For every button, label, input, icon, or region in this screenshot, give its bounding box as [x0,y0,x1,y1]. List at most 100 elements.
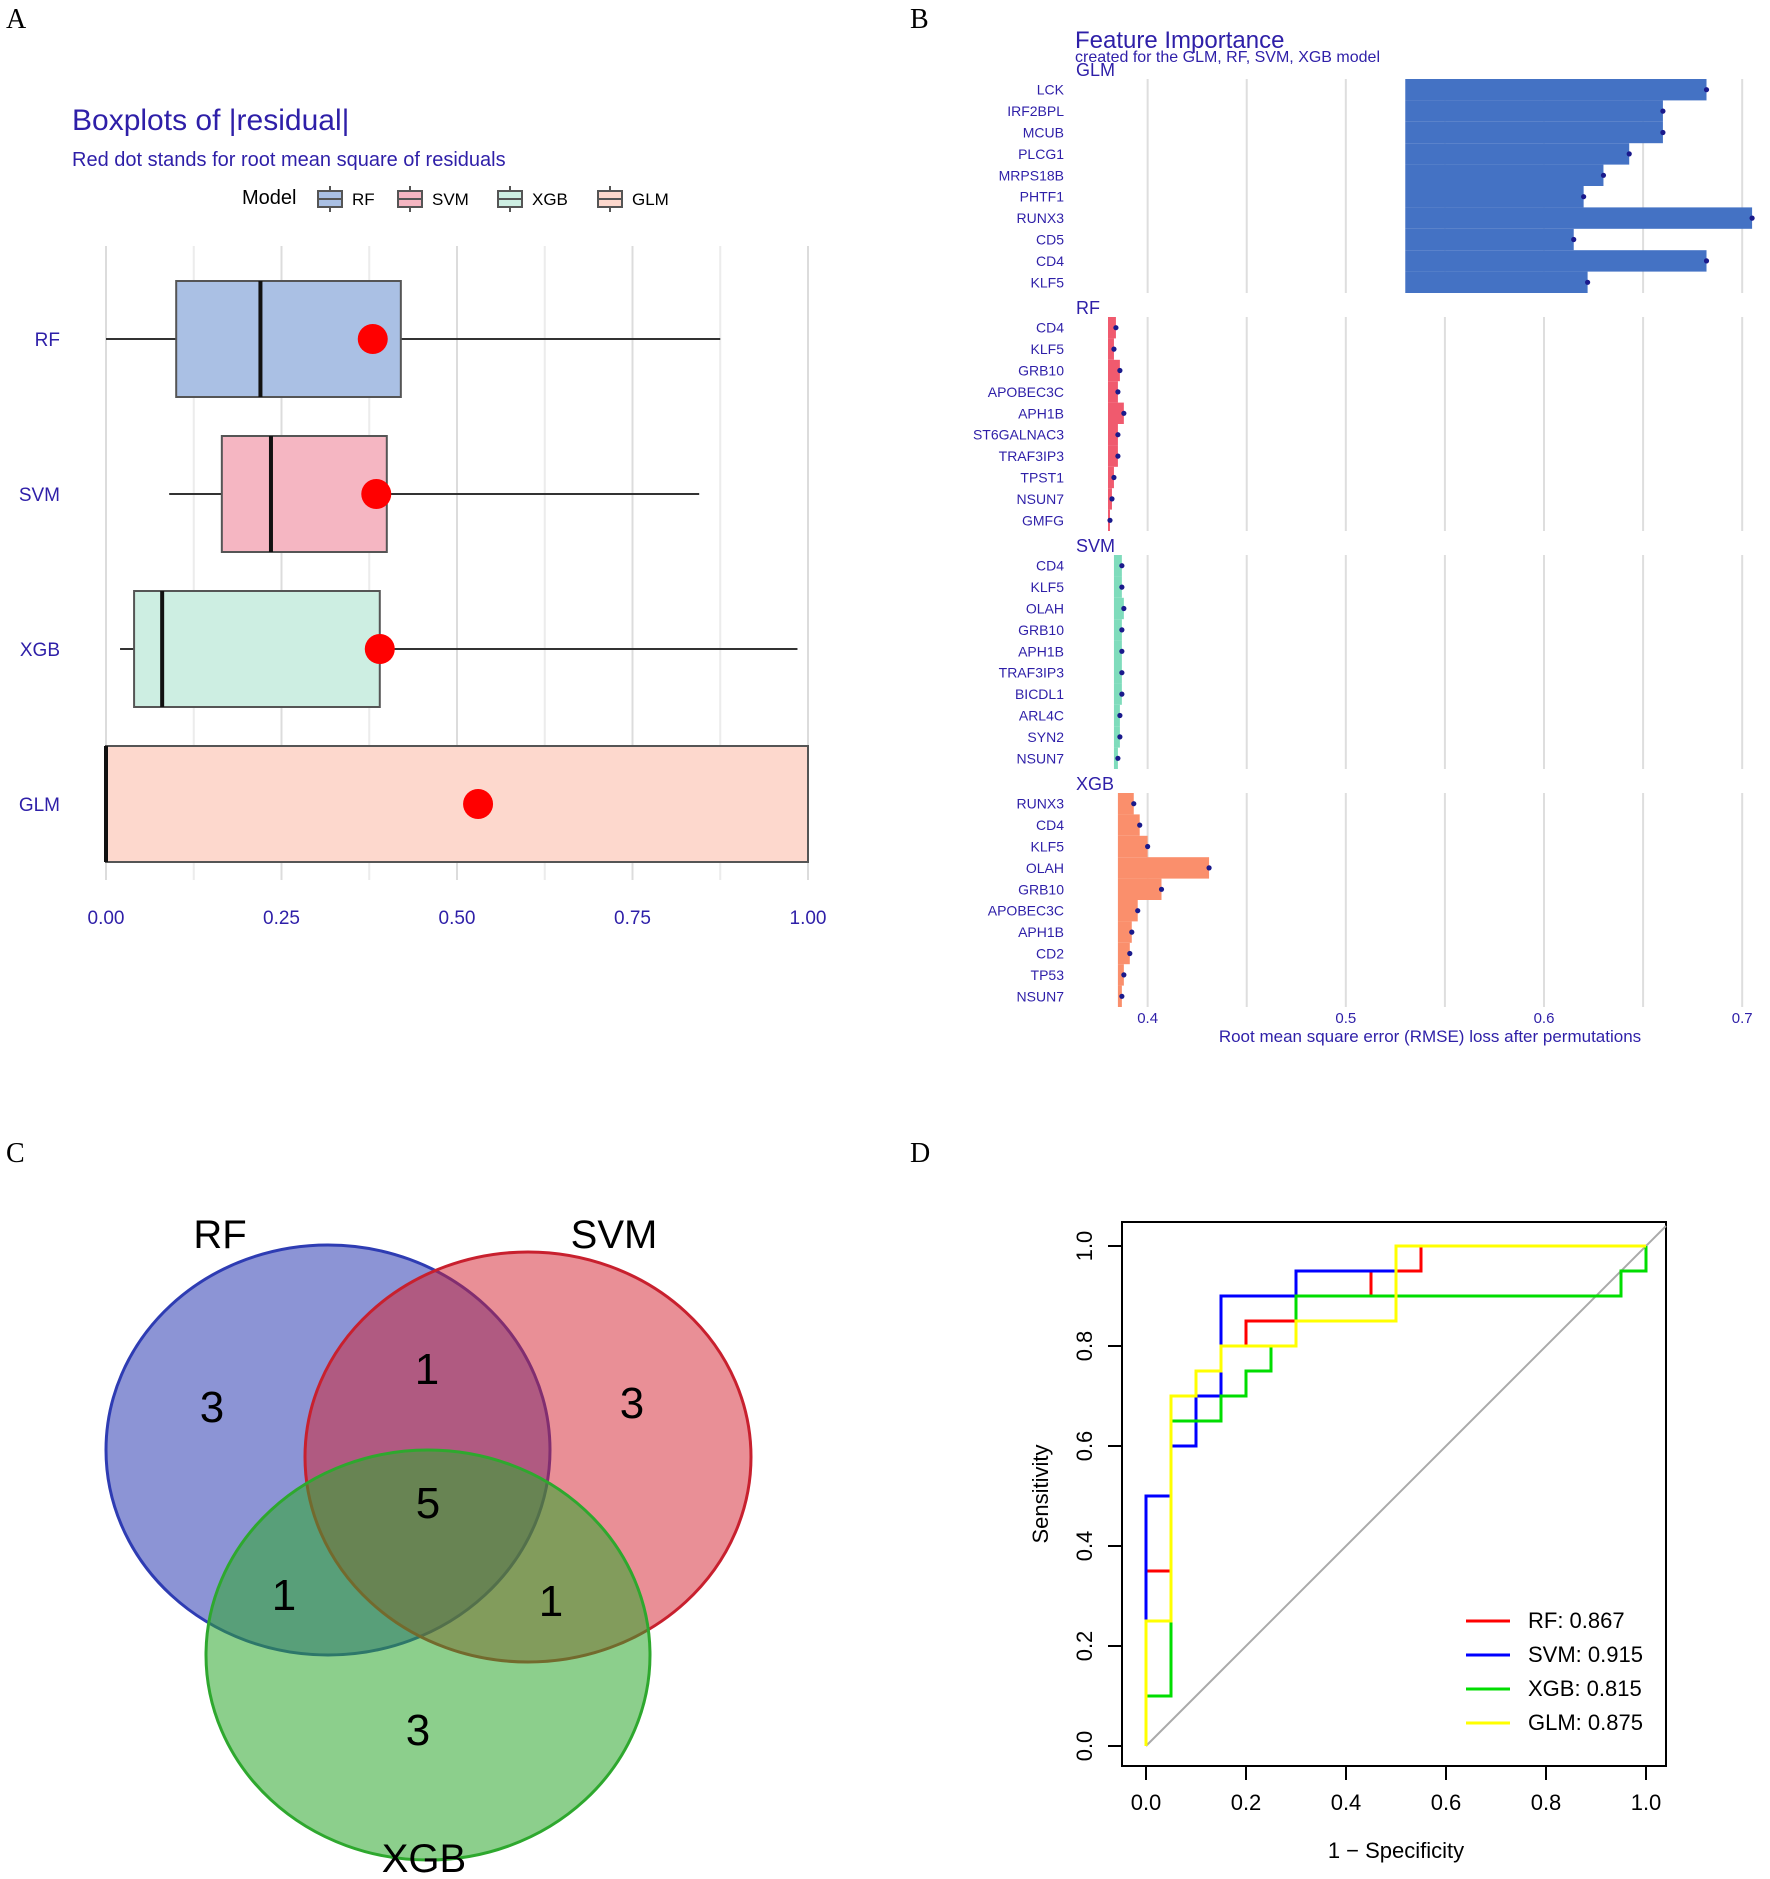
fi-bar-dot [1131,801,1137,807]
boxplot-y-label-glm: GLM [19,795,60,816]
fi-bar-dot [1117,734,1123,740]
legend-label: GLM [632,190,669,209]
boxplot-y-label-rf: RF [35,330,60,351]
roc-legend-label: RF: 0.867 [1528,1608,1625,1633]
venn-label-svm: SVM [571,1213,658,1257]
roc-y-label: Sensitivity [1028,1444,1053,1543]
fi-bar-dot [1119,993,1125,999]
fi-feature-label: GRB10 [1018,881,1064,897]
boxplot-svm [169,435,700,553]
fi-bar-dot [1119,627,1125,633]
roc-legend-label: GLM: 0.875 [1528,1710,1643,1735]
fi-bar-dot [1117,367,1123,374]
fi-feature-label: KLF5 [1031,274,1065,290]
boxplot-y-label-svm: SVM [19,485,60,506]
fi-feature-label: PHTF1 [1020,189,1065,205]
fi-feature-label: GRB10 [1018,363,1064,379]
fi-bar [1108,424,1118,446]
fi-bar [1113,555,1122,577]
fi-bar [1108,359,1120,382]
fi-feature-label: TRAF3IP3 [999,665,1065,681]
fi-bar [1405,271,1588,293]
fi-bar-dot [1115,755,1121,761]
fi-bar [1117,814,1140,836]
roc-legend-item-svm: SVM: 0.915 [1466,1642,1643,1667]
boxplot-x-ticks: 0.00 0.25 0.50 0.75 1.00 [88,908,827,929]
fi-feature-label: MCUB [1023,125,1064,141]
fi-subtitle: created for the GLM, RF, SVM, XGB model [1075,49,1380,66]
fi-bar [1117,921,1132,943]
fi-subpanel-glm: GLM LCK IRF2BPL MCUB PLCG1 MRPS18B PHTF1 RUNX3 C… [999,60,1755,293]
boxplot-xgb [120,590,798,708]
roc-y-tick-label: 0.4 [1072,1531,1097,1562]
fi-bar-dot [1119,691,1125,697]
boxplot-rmse-dot [361,479,392,509]
boxplot-box [133,590,381,708]
roc-legend-item-glm: GLM: 0.875 [1466,1710,1643,1735]
fi-feature-label: CD4 [1036,253,1064,269]
fi-bar-dot [1115,453,1121,459]
boxplot-y-labels: RF SVM XGB GLM [19,330,60,816]
roc-x-tick-label: 0.4 [1331,1790,1362,1815]
fi-bar-dot [1119,670,1125,676]
fi-bar-dot [1107,517,1113,523]
roc-legend-item-xgb: XGB: 0.815 [1466,1676,1642,1701]
roc-x-tick-label: 1.0 [1631,1790,1662,1815]
fi-subpanel-title: GLM [1076,60,1115,80]
fi-bar [1108,445,1118,467]
fi-bar-dot [1115,389,1121,395]
fi-bar [1117,878,1162,900]
fi-feature-label: SYN2 [1027,729,1064,745]
venn-count-rf-only: 3 [200,1383,224,1432]
fi-feature-label: PLCG1 [1018,146,1064,162]
fi-bar-dot [1109,496,1115,502]
boxplot-glm [104,745,809,863]
boxplot-rmse-dot [357,324,388,354]
fi-bar-dot [1119,648,1125,654]
fi-feature-label: OLAH [1026,601,1064,617]
fi-subpanel-svm: SVM CD4 KLF5 OLAH GRB10 APH1B TRAF3IP3 BICDL1 AR… [999,536,1744,769]
fi-feature-label: CD4 [1036,817,1064,833]
fi-bar [1113,576,1122,598]
fi-feature-label: APH1B [1018,924,1064,940]
fi-feature-label: LCK [1037,82,1065,98]
fi-bar [1113,726,1120,748]
fi-bar-dot [1145,843,1151,850]
fi-bar [1405,164,1604,186]
boxplot-x-tick: 0.00 [88,908,125,929]
fi-feature-label: OLAH [1026,860,1064,876]
roc-axes: 0.0 0.0 0.2 0.2 0.4 0.4 0.6 0.6 0.8 0.8 1.0 1.0 [1072,1231,1661,1815]
fi-feature-label: TRAF3IP3 [999,448,1065,464]
fi-bar [1117,835,1148,858]
fi-bar-dot [1121,605,1127,612]
fi-feature-label: KLF5 [1031,341,1065,357]
fi-feature-label: KLF5 [1031,579,1065,595]
fi-bar [1405,228,1574,251]
roc-panel: 0.0 0.0 0.2 0.2 0.4 0.4 0.6 0.6 0.8 0.8 1.0 1.0 1 −… [1028,1221,1667,1863]
fi-bar-dot [1117,712,1123,719]
venn-label-xgb: XGB [382,1837,466,1879]
fi-feature-label: CD5 [1036,232,1064,248]
fi-feature-label: CD4 [1036,558,1064,574]
roc-legend: RF: 0.867 SVM: 0.915 XGB: 0.815 GLM: 0.875 [1466,1608,1643,1735]
fi-bar [1405,100,1663,122]
venn-count-rf-svm: 1 [415,1345,439,1394]
fi-feature-label: RUNX3 [1017,796,1065,812]
panel-label-a: A [6,4,27,35]
boxplot-x-tick: 0.25 [263,908,300,929]
fi-bar-dot [1135,908,1141,914]
fi-feature-label: APH1B [1018,405,1064,421]
fi-bar-dot [1600,172,1607,178]
boxplot-x-tick: 0.50 [439,908,476,929]
fi-bar-dot [1111,474,1117,481]
fi-bar-dot [1119,584,1125,590]
fi-bar [1113,704,1120,727]
fi-feature-label: IRF2BPL [1007,103,1064,119]
fi-x-tick: 0.7 [1732,1010,1753,1027]
fi-feature-label: TPST1 [1020,470,1064,486]
fi-feature-label: NSUN7 [1017,988,1065,1004]
fi-bar-dot [1660,108,1666,114]
fi-bar [1117,964,1124,986]
fi-feature-label: GRB10 [1018,622,1064,638]
boxplot-title: Boxplots of |residual| [72,104,349,137]
